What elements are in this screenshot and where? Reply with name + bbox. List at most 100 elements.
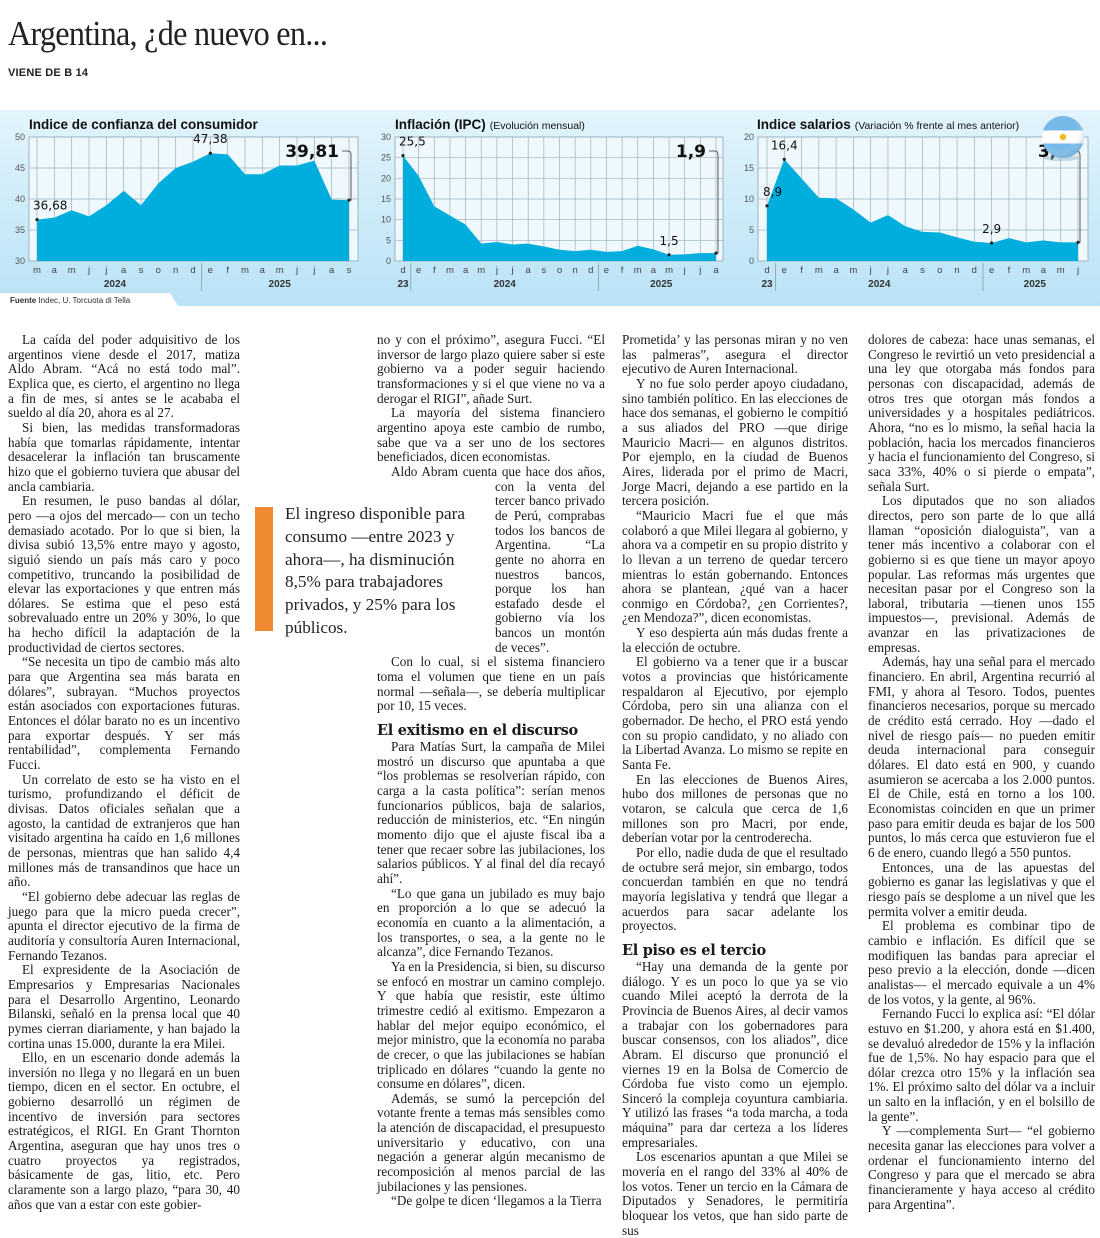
- article-paragraph: En las elecciones de Buenos Aires, hubo …: [622, 773, 848, 846]
- chart-title-text: Inflación (IPC): [395, 117, 486, 132]
- y-tick-label: 5: [386, 235, 391, 245]
- article-paragraph: Y —complementa Surt— “el gobierno necesi…: [868, 1124, 1095, 1212]
- x-tick-label: f: [800, 265, 803, 276]
- x-tick-label: m: [68, 265, 76, 276]
- x-tick-label: j: [869, 265, 872, 276]
- x-tick-label: a: [52, 265, 58, 276]
- annotation-label: 25,5: [399, 135, 426, 149]
- x-tick-label: j: [104, 265, 107, 276]
- section-subheading: El piso es el tercio: [622, 942, 848, 959]
- x-tick-label: j: [510, 265, 513, 276]
- y-tick-label: 0: [749, 256, 754, 266]
- annotation-label: 47,38: [193, 132, 227, 146]
- article-paragraph: Ya en la Presidencia, si bien, su discur…: [377, 960, 605, 1092]
- x-tick-label: a: [713, 265, 719, 276]
- article-paragraph: En resumen, le puso bandas al dólar, per…: [8, 494, 240, 655]
- article-paragraph: “Lo que gana un jubilado es muy bajo en …: [377, 887, 605, 960]
- article-paragraph: Además, hay una señal para el mercado fi…: [868, 655, 1095, 860]
- x-tick-label: e: [989, 265, 994, 276]
- x-tick-label: a: [1041, 265, 1047, 276]
- annotation-label: 1,5: [660, 234, 679, 248]
- article-paragraph: Los diputados que no son aliados directo…: [868, 494, 1095, 655]
- x-tick-label: m: [1022, 265, 1030, 276]
- x-tick-label: m: [477, 265, 485, 276]
- x-tick-label: a: [651, 265, 657, 276]
- article-paragraph: Además, se sumó la percepción del votant…: [377, 1092, 605, 1195]
- article-paragraph: El problema es combinar tipo de cambio e…: [868, 919, 1095, 1007]
- y-tick-label: 20: [744, 132, 754, 142]
- headline: Argentina, ¿de nuevo en...: [8, 14, 327, 54]
- x-tick-label: d: [400, 265, 405, 276]
- y-tick-label: 25: [381, 153, 391, 163]
- x-tick-label: e: [782, 265, 787, 276]
- article-column-4: dolores de cabeza: hace unas semanas, el…: [868, 333, 1095, 1212]
- x-tick-label: o: [156, 265, 161, 276]
- x-tick-label: d: [972, 265, 977, 276]
- annotation-label: 8,9: [763, 185, 782, 199]
- section-subheading: El exitismo en el discurso: [377, 722, 605, 739]
- pull-quote: El ingreso disponible para consumo —entr…: [255, 507, 480, 632]
- article-paragraph: Entonces, una de las apuestas del gobier…: [868, 861, 1095, 920]
- y-tick-label: 40: [15, 194, 25, 204]
- article-paragraph: “Mauricio Macri fue el que más colaboró …: [622, 509, 848, 626]
- x-tick-label: s: [920, 265, 925, 276]
- source-label: Fuente: [10, 296, 38, 305]
- article-column-1: La caída del poder adquisitivo de los ar…: [8, 333, 240, 1212]
- article-paragraph: Los escenarios apuntan a que Milei se mo…: [622, 1150, 848, 1238]
- y-tick-label: 5: [749, 225, 754, 235]
- year-label: 2024: [494, 279, 517, 290]
- x-tick-label: m: [634, 265, 642, 276]
- x-tick-label: m: [446, 265, 454, 276]
- x-tick-label: s: [139, 265, 144, 276]
- continued-from-label: VIENE DE B 14: [8, 67, 88, 79]
- annotation-label-highlight: 1,9: [676, 142, 706, 162]
- y-tick-label: 15: [744, 163, 754, 173]
- x-tick-label: n: [173, 265, 178, 276]
- y-tick-label: 10: [744, 194, 754, 204]
- x-tick-label: d: [764, 265, 769, 276]
- article-paragraph: Para Matías Surt, la campaña de Milei mo…: [377, 740, 605, 887]
- annotation-dot: [765, 204, 768, 207]
- article-paragraph: El gobierno va a tener que ir a buscar v…: [622, 655, 848, 772]
- annotation-dot: [209, 152, 212, 155]
- annotation-dot: [667, 253, 670, 256]
- y-tick-label: 15: [381, 194, 391, 204]
- x-tick-label: j: [312, 265, 315, 276]
- x-tick-label: a: [260, 265, 266, 276]
- article-paragraph: La mayoría del sistema financiero argent…: [377, 406, 605, 465]
- x-tick-label: m: [665, 265, 673, 276]
- x-tick-label: j: [1076, 265, 1079, 276]
- x-tick-label: s: [541, 265, 546, 276]
- article-paragraph: dolores de cabeza: hace unas semanas, el…: [868, 333, 1095, 494]
- x-tick-label: j: [886, 265, 889, 276]
- year-label: 2024: [868, 279, 891, 290]
- y-tick-label: 30: [15, 256, 25, 266]
- y-tick-label: 10: [381, 215, 391, 225]
- x-tick-label: o: [557, 265, 562, 276]
- chart-title-text: Indice de confianza del consumidor: [29, 117, 259, 132]
- year-label: 2025: [269, 279, 292, 290]
- x-tick-label: e: [208, 265, 213, 276]
- chart-subtitle: (Variación % frente al mes anterior): [855, 120, 1019, 132]
- article-paragraph: Y eso despierta aún más dudas frente a l…: [622, 626, 848, 655]
- x-tick-label: n: [573, 265, 578, 276]
- article-paragraph: Fernando Fucci lo explica así: “El dólar…: [868, 1007, 1095, 1124]
- year-label: 23: [397, 279, 409, 290]
- article-paragraph: Prometida’ y las personas miran y no ven…: [622, 333, 848, 377]
- annotation-dot: [401, 154, 404, 157]
- article-paragraph: no y con el próximo”, asegura Fucci. “El…: [377, 333, 605, 406]
- y-tick-label: 45: [15, 163, 25, 173]
- annotation-label: 2,9: [982, 222, 1001, 236]
- year-label: 2025: [650, 279, 673, 290]
- source-text: Indec, U. Torcuota di Tella: [38, 296, 130, 305]
- annotation-label: 16,4: [771, 138, 798, 152]
- article-paragraph: Un correlato de esto se ha visto en el t…: [8, 773, 240, 890]
- y-tick-label: 20: [381, 173, 391, 183]
- x-tick-label: e: [604, 265, 609, 276]
- x-tick-label: m: [815, 265, 823, 276]
- x-tick-label: d: [588, 265, 593, 276]
- annotation-label-highlight: 39,81: [285, 142, 339, 162]
- x-tick-label: m: [241, 265, 249, 276]
- x-tick-label: j: [683, 265, 686, 276]
- annotation-label: 36,68: [33, 199, 67, 213]
